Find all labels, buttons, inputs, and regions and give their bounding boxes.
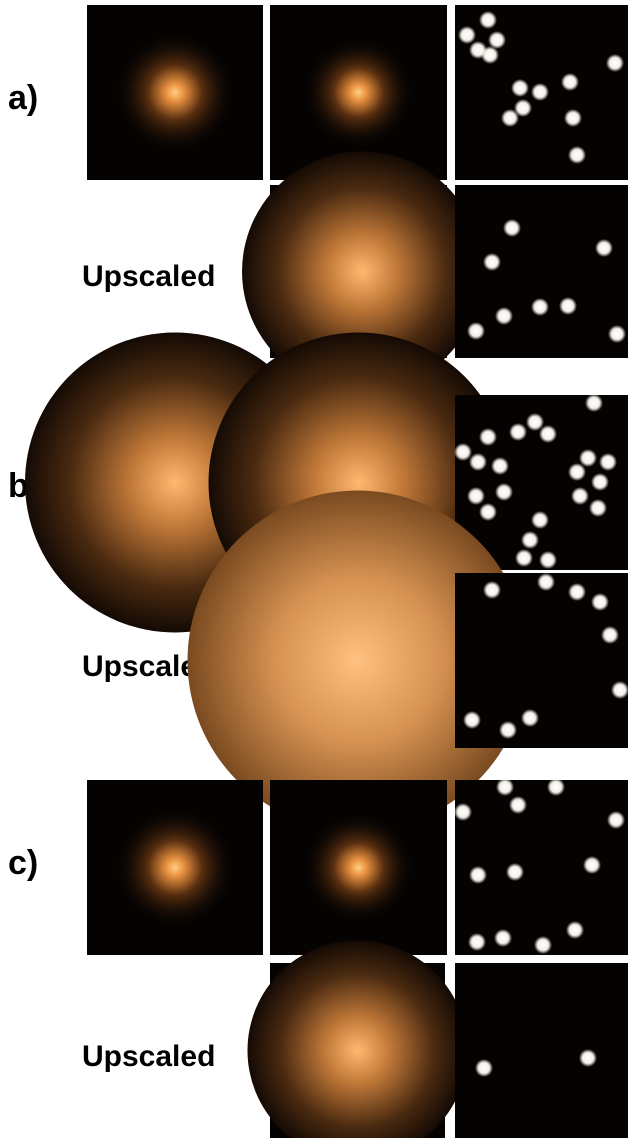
star xyxy=(488,31,506,49)
star xyxy=(501,109,519,127)
upscaled-label: Upscaled xyxy=(82,260,215,293)
star xyxy=(495,307,513,325)
star xyxy=(458,26,476,44)
star xyxy=(579,1049,597,1067)
star xyxy=(537,573,555,591)
star xyxy=(479,11,497,29)
star xyxy=(514,99,532,117)
star xyxy=(591,593,609,611)
star xyxy=(531,511,549,529)
galaxy xyxy=(303,37,414,148)
star xyxy=(599,453,617,471)
star xyxy=(509,423,527,441)
star xyxy=(571,487,589,505)
star xyxy=(479,503,497,521)
star xyxy=(506,863,524,881)
group-label: a) xyxy=(8,79,38,117)
galaxy xyxy=(247,940,468,1138)
star xyxy=(483,581,501,599)
star xyxy=(564,109,582,127)
star xyxy=(521,709,539,727)
star xyxy=(454,803,472,821)
star xyxy=(561,73,579,91)
star xyxy=(589,499,607,517)
galaxy xyxy=(187,490,528,831)
group-label: c) xyxy=(8,844,38,882)
star xyxy=(483,253,501,271)
star xyxy=(579,449,597,467)
star xyxy=(479,428,497,446)
star xyxy=(531,83,549,101)
star xyxy=(467,487,485,505)
star xyxy=(495,483,513,501)
star xyxy=(515,549,533,567)
star xyxy=(534,936,552,954)
galaxy xyxy=(303,812,414,923)
galaxy xyxy=(242,151,483,392)
galaxy xyxy=(115,32,235,153)
star xyxy=(468,933,486,951)
star xyxy=(539,551,557,569)
star xyxy=(611,681,628,699)
star xyxy=(509,796,527,814)
star xyxy=(607,811,625,829)
star xyxy=(568,146,586,164)
star xyxy=(566,921,584,939)
star xyxy=(494,929,512,947)
star xyxy=(521,531,539,549)
galaxy xyxy=(115,807,235,928)
star xyxy=(585,394,603,412)
star xyxy=(591,473,609,491)
star xyxy=(511,79,529,97)
star xyxy=(595,239,613,257)
star xyxy=(601,626,619,644)
star xyxy=(547,778,565,796)
star xyxy=(467,322,485,340)
image-panel xyxy=(455,963,628,1138)
star xyxy=(568,463,586,481)
star xyxy=(481,46,499,64)
upscaled-label: Upscaled xyxy=(82,1040,215,1073)
star xyxy=(499,721,517,739)
star xyxy=(559,297,577,315)
star xyxy=(469,866,487,884)
star xyxy=(496,778,514,796)
star xyxy=(608,325,626,343)
star xyxy=(568,583,586,601)
star xyxy=(531,298,549,316)
star xyxy=(606,54,624,72)
star xyxy=(463,711,481,729)
star xyxy=(454,443,472,461)
star xyxy=(503,219,521,237)
star xyxy=(475,1059,493,1077)
star xyxy=(583,856,601,874)
star xyxy=(526,413,544,431)
star xyxy=(469,453,487,471)
star xyxy=(491,457,509,475)
star xyxy=(539,425,557,443)
